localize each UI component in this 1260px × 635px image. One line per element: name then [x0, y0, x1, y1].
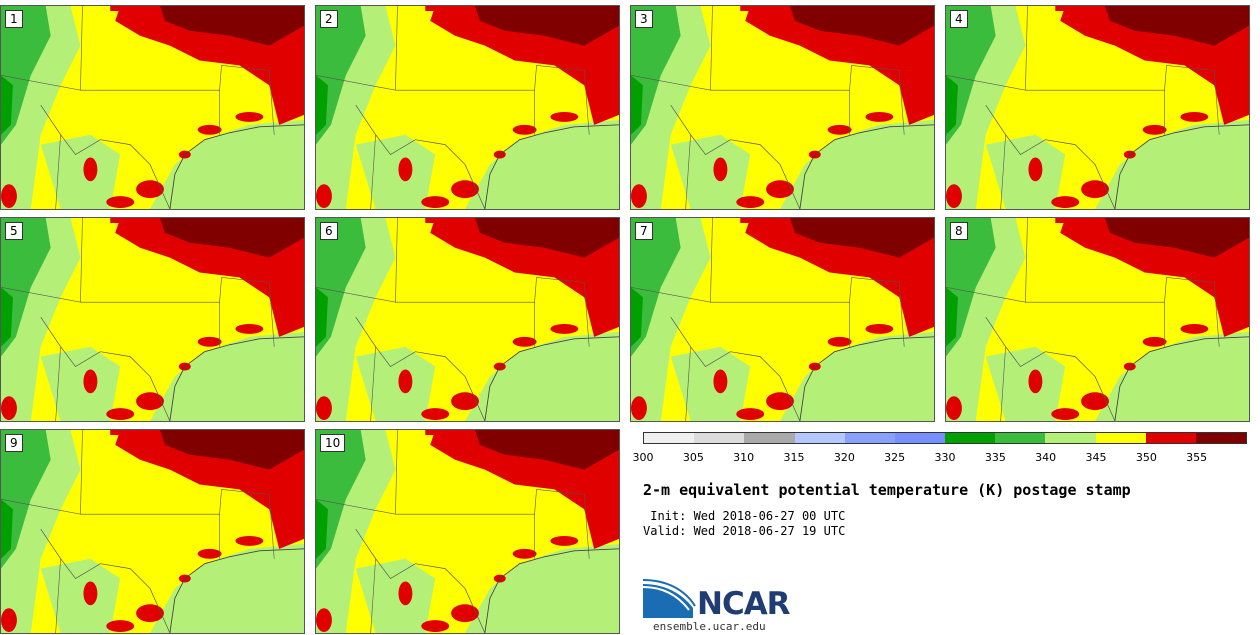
color-bar-segment-1: [694, 433, 745, 443]
chart-title: 2-m equivalent potential temperature (K)…: [643, 481, 1131, 499]
member-number-label: 7: [635, 222, 653, 240]
color-bar-tick-label: 330: [934, 451, 956, 464]
ensemble-member-map-8: 8: [945, 217, 1250, 422]
color-bar-tick-label: 345: [1085, 451, 1107, 464]
ncar-logo-icon: [643, 579, 696, 618]
color-bar-segment-9: [1095, 433, 1146, 443]
ensemble-member-map-1: 1: [0, 5, 305, 210]
site-url[interactable]: ensemble.ucar.edu: [653, 620, 766, 633]
color-bar-tick-label: 315: [783, 451, 805, 464]
member-number-label: 1: [5, 10, 23, 28]
member-number-label: 4: [950, 10, 968, 28]
member-number-label: 2: [320, 10, 338, 28]
ensemble-member-map-9: 9: [0, 429, 305, 634]
color-bar-tick-label: 310: [733, 451, 755, 464]
color-bar-tick-label: 355: [1186, 451, 1208, 464]
ensemble-member-map-6: 6: [315, 217, 620, 422]
color-bar-segment-0: [644, 433, 695, 443]
init-time: Init: Wed 2018-06-27 00 UTC: [643, 509, 846, 523]
color-bar-segment-10: [1145, 433, 1196, 443]
member-number-label: 10: [320, 434, 346, 452]
valid-time: Valid: Wed 2018-06-27 19 UTC: [643, 524, 846, 538]
color-bar-tick-label: 335: [984, 451, 1006, 464]
ensemble-member-map-2: 2: [315, 5, 620, 210]
member-number-label: 8: [950, 222, 968, 240]
color-bar-segment-6: [945, 433, 996, 443]
color-bar-segment-2: [744, 433, 795, 443]
color-bar-tick-label: 320: [833, 451, 855, 464]
ncar-logo-text: NCAR: [697, 586, 791, 622]
color-bar-segment-8: [1045, 433, 1096, 443]
ensemble-member-map-3: 3: [630, 5, 935, 210]
color-bar-tick-label: 340: [1035, 451, 1057, 464]
color-bar-segment-5: [894, 433, 946, 443]
color-bar-segment-4: [844, 433, 895, 443]
color-bar-segment-11: [1195, 433, 1247, 443]
ensemble-member-map-7: 7: [630, 217, 935, 422]
member-number-label: 9: [5, 434, 23, 452]
color-bar: [643, 432, 1247, 444]
color-bar-segment-3: [794, 433, 845, 443]
color-bar-tick-label: 350: [1135, 451, 1157, 464]
member-number-label: 5: [5, 222, 23, 240]
color-bar-tick-label: 325: [884, 451, 906, 464]
ensemble-member-map-10: 10: [315, 429, 620, 634]
ensemble-member-map-4: 4: [945, 5, 1250, 210]
member-number-label: 6: [320, 222, 338, 240]
color-bar-tick-label: 300: [632, 451, 654, 464]
color-bar-segment-7: [995, 433, 1046, 443]
color-bar-tick-label: 305: [682, 451, 704, 464]
member-number-label: 3: [635, 10, 653, 28]
ensemble-member-map-5: 5: [0, 217, 305, 422]
